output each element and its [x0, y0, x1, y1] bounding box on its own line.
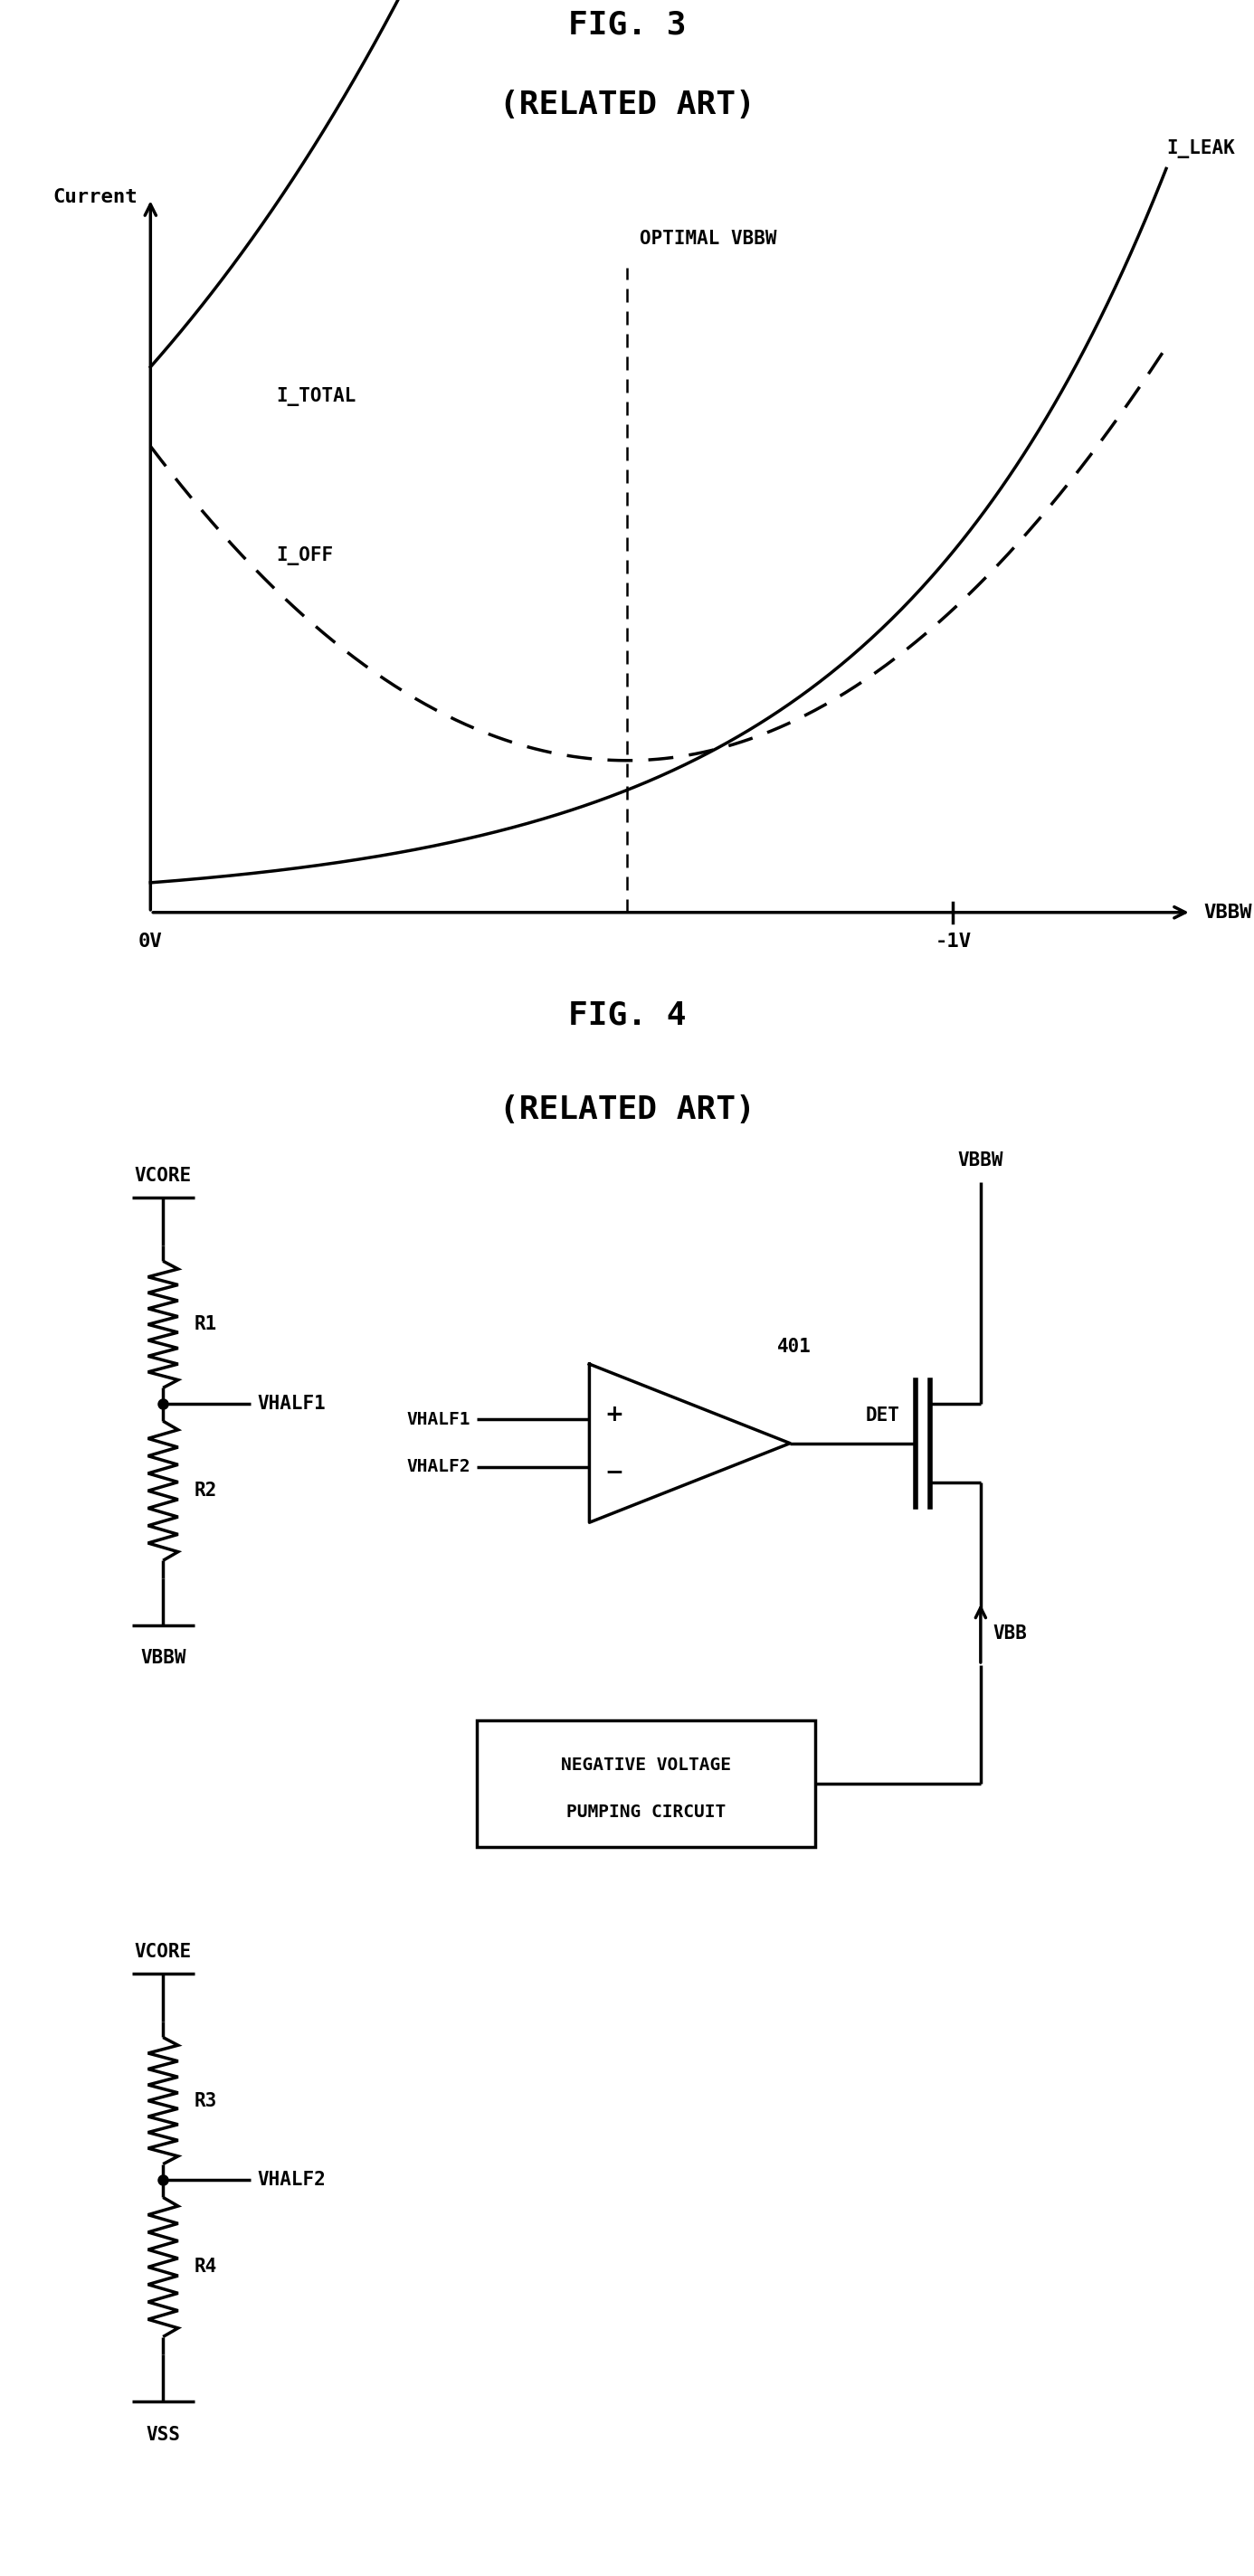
- Text: R2: R2: [194, 1481, 217, 1499]
- Text: I_OFF: I_OFF: [276, 546, 334, 564]
- Text: NEGATIVE VOLTAGE: NEGATIVE VOLTAGE: [561, 1757, 731, 1772]
- Text: VHALF2: VHALF2: [257, 2172, 326, 2190]
- Text: 0V: 0V: [138, 933, 163, 951]
- Text: R4: R4: [194, 2259, 217, 2277]
- Text: I_TOTAL: I_TOTAL: [276, 386, 356, 407]
- Text: I_LEAK: I_LEAK: [1166, 139, 1235, 160]
- Text: DET: DET: [865, 1406, 899, 1425]
- Text: R3: R3: [194, 2092, 217, 2110]
- Text: PUMPING CIRCUIT: PUMPING CIRCUIT: [566, 1803, 726, 1821]
- Text: Current: Current: [53, 188, 138, 206]
- Text: VBBW: VBBW: [1204, 904, 1253, 922]
- Text: VBBW: VBBW: [140, 1649, 186, 1667]
- Text: VBB: VBB: [993, 1625, 1027, 1643]
- Text: VHALF1: VHALF1: [257, 1394, 326, 1412]
- Text: +: +: [604, 1404, 624, 1425]
- Text: OPTIMAL VBBW: OPTIMAL VBBW: [640, 229, 776, 247]
- Text: R1: R1: [194, 1316, 217, 1334]
- Text: VSS: VSS: [145, 2427, 181, 2445]
- Text: VHALF2: VHALF2: [406, 1458, 470, 1476]
- Text: -1V: -1V: [935, 933, 971, 951]
- Text: (RELATED ART): (RELATED ART): [499, 90, 755, 121]
- Text: FIG. 3: FIG. 3: [568, 10, 686, 41]
- Text: VCORE: VCORE: [134, 1167, 192, 1185]
- Text: (RELATED ART): (RELATED ART): [499, 1095, 755, 1126]
- Text: VBBW: VBBW: [958, 1151, 1003, 1170]
- Text: VCORE: VCORE: [134, 1942, 192, 1960]
- Text: −: −: [604, 1461, 624, 1484]
- Text: 401: 401: [777, 1337, 811, 1355]
- Text: FIG. 4: FIG. 4: [568, 999, 686, 1030]
- Bar: [477, 1721, 815, 1847]
- Text: VHALF1: VHALF1: [406, 1412, 470, 1427]
